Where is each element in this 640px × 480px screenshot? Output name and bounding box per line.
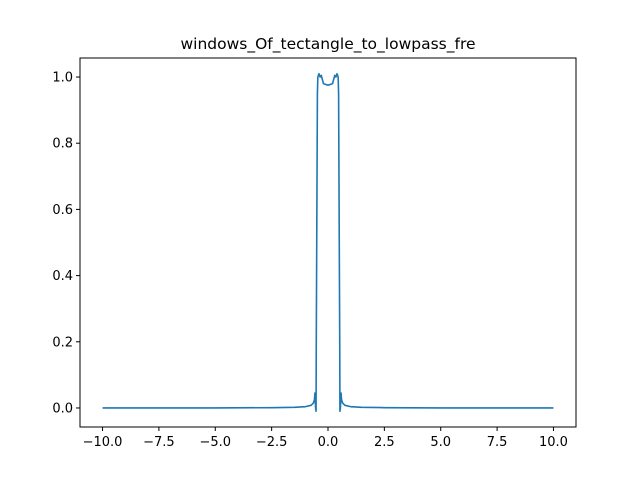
x-tick-label: −10.0 [83, 435, 123, 450]
y-tick-label: 1.0 [52, 71, 73, 86]
x-tick-label: 2.5 [374, 435, 395, 450]
x-tick-label: −2.5 [256, 435, 288, 450]
series-line-0 [102, 72, 554, 413]
x-axis: −10.0 −7.5 −5.0 −2.5 0.0 2.5 5.0 7.5 10.0 [83, 427, 568, 450]
x-tick-label: 7.5 [487, 435, 508, 450]
y-tick-label: 0.4 [52, 269, 73, 284]
plot-area [102, 72, 554, 413]
y-tick-label: 0.6 [52, 203, 73, 218]
x-tick-label: 0.0 [318, 435, 339, 450]
x-tick-label: 5.0 [430, 435, 451, 450]
y-tick-label: 0.2 [52, 335, 73, 350]
y-tick-label: 0.8 [52, 137, 73, 152]
x-tick-label: −5.0 [199, 435, 231, 450]
chart-title: windows_Of_tectangle_to_lowpass_fre [180, 35, 475, 54]
x-tick-label: 10.0 [539, 435, 568, 450]
y-tick-label: 0.0 [52, 401, 73, 416]
x-tick-label: −7.5 [143, 435, 175, 450]
y-axis: 0.0 0.2 0.4 0.6 0.8 1.0 [52, 71, 80, 416]
